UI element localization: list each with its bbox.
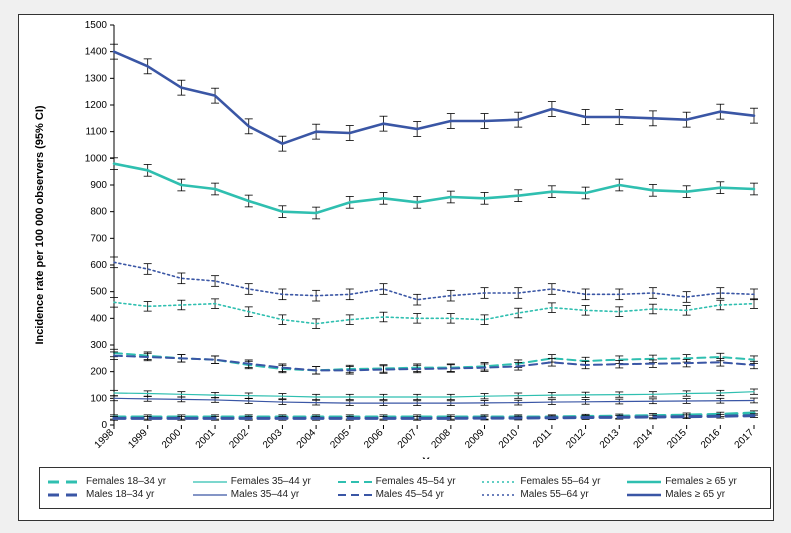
svg-text:500: 500 — [90, 287, 107, 298]
chart-canvas: 0100200300400500600700800900100011001200… — [19, 15, 773, 459]
svg-text:100: 100 — [90, 393, 107, 404]
svg-text:1400: 1400 — [85, 47, 108, 58]
svg-text:2012: 2012 — [564, 427, 588, 451]
svg-text:2015: 2015 — [665, 427, 689, 451]
svg-text:Year: Year — [422, 456, 446, 459]
svg-text:2001: 2001 — [194, 427, 218, 451]
svg-text:2005: 2005 — [328, 427, 352, 451]
svg-text:1300: 1300 — [85, 73, 108, 84]
legend-swatch — [627, 477, 661, 487]
svg-text:1500: 1500 — [85, 20, 108, 31]
svg-text:2002: 2002 — [227, 427, 251, 451]
legend-swatch — [193, 477, 227, 487]
legend-swatch — [482, 490, 516, 500]
legend-item-m_55_64: Males 55–64 yr — [482, 489, 617, 500]
svg-text:1999: 1999 — [126, 427, 150, 451]
svg-text:2013: 2013 — [598, 427, 622, 451]
legend-box: Females 18–34 yr Females 35–44 yr Females … — [39, 467, 771, 509]
svg-text:600: 600 — [90, 260, 107, 271]
svg-text:2017: 2017 — [733, 427, 757, 451]
svg-text:1200: 1200 — [85, 100, 108, 111]
svg-text:2016: 2016 — [699, 427, 723, 451]
legend-item-f_18_34: Females 18–34 yr — [48, 476, 183, 487]
legend-label: Females 18–34 yr — [86, 476, 166, 487]
legend-label: Females ≥ 65 yr — [665, 476, 737, 487]
legend-label: Males 55–64 yr — [520, 489, 588, 500]
legend-swatch — [48, 477, 82, 487]
legend-item-f_55_64: Females 55–64 yr — [482, 476, 617, 487]
legend-swatch — [48, 490, 82, 500]
svg-text:2000: 2000 — [160, 427, 184, 451]
legend-label: Females 35–44 yr — [231, 476, 311, 487]
legend-swatch — [338, 477, 372, 487]
legend-item-f_45_54: Females 45–54 yr — [338, 476, 473, 487]
legend-item-m_65: Males ≥ 65 yr — [627, 489, 762, 500]
svg-text:2010: 2010 — [497, 427, 521, 451]
legend-label: Males ≥ 65 yr — [665, 489, 725, 500]
legend-swatch — [627, 490, 661, 500]
chart-frame: 0100200300400500600700800900100011001200… — [18, 14, 774, 521]
page-root: 0100200300400500600700800900100011001200… — [0, 0, 791, 533]
legend-swatch — [193, 490, 227, 500]
legend-label: Males 35–44 yr — [231, 489, 299, 500]
svg-text:300: 300 — [90, 340, 107, 351]
legend-row: Males 18–34 yr Males 35–44 yr Males 45–54 … — [48, 489, 762, 500]
legend-item-m_35_44: Males 35–44 yr — [193, 489, 328, 500]
svg-text:2008: 2008 — [429, 427, 453, 451]
legend-swatch — [338, 490, 372, 500]
legend-swatch — [482, 477, 516, 487]
svg-text:200: 200 — [90, 367, 107, 378]
svg-text:2014: 2014 — [632, 427, 656, 451]
svg-text:2011: 2011 — [531, 427, 554, 450]
svg-text:800: 800 — [90, 207, 107, 218]
legend-label: Males 45–54 yr — [376, 489, 444, 500]
svg-text:2004: 2004 — [295, 427, 319, 451]
legend-label: Females 55–64 yr — [520, 476, 600, 487]
svg-text:2007: 2007 — [396, 427, 420, 451]
legend-row: Females 18–34 yr Females 35–44 yr Females … — [48, 476, 762, 487]
svg-text:2009: 2009 — [463, 427, 487, 451]
svg-text:900: 900 — [90, 180, 107, 191]
svg-text:700: 700 — [90, 233, 107, 244]
svg-text:1000: 1000 — [85, 153, 108, 164]
svg-text:Incidence rate per 100 000 obs: Incidence rate per 100 000 observers (95… — [34, 105, 46, 344]
legend-item-f_35_44: Females 35–44 yr — [193, 476, 328, 487]
legend-label: Females 45–54 yr — [376, 476, 456, 487]
legend-item-m_45_54: Males 45–54 yr — [338, 489, 473, 500]
legend-label: Males 18–34 yr — [86, 489, 154, 500]
svg-text:400: 400 — [90, 313, 107, 324]
svg-text:2006: 2006 — [362, 427, 386, 451]
svg-text:2003: 2003 — [261, 427, 285, 451]
legend-item-m_18_34: Males 18–34 yr — [48, 489, 183, 500]
svg-text:1100: 1100 — [85, 127, 107, 138]
svg-text:1998: 1998 — [93, 427, 117, 451]
legend-item-f_65: Females ≥ 65 yr — [627, 476, 762, 487]
